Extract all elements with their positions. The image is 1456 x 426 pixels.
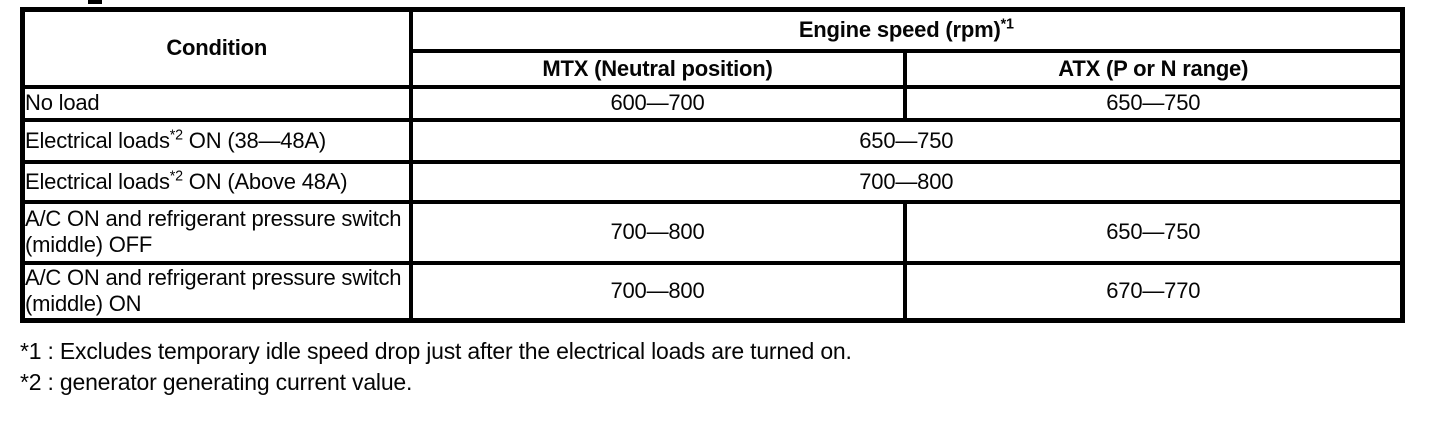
- table-row-electrical-loads-38-48: Electrical loads*2 ON (38—48A) 650—750: [20, 117, 1405, 164]
- merged-value-cell: 650—750: [408, 117, 1405, 164]
- footnote-2-ref-icon: *2: [169, 127, 183, 144]
- mtx-value-cell: 700—800: [408, 260, 907, 323]
- atx-column-header: ATX (P or N range): [902, 48, 1405, 89]
- atx-value-cell: 670—770: [902, 260, 1405, 323]
- atx-value-cell: 650—750: [902, 84, 1405, 122]
- condition-cell: Electrical loads*2 ON (38—48A): [20, 117, 413, 164]
- condition-text: ON (Above 48A): [182, 168, 348, 194]
- scan-artifact: [88, 0, 102, 4]
- condition-cell: Electrical loads*2 ON (Above 48A): [20, 159, 413, 204]
- footnote-1-ref-icon: *1: [1000, 16, 1014, 33]
- footnotes: *1 : Excludes temporary idle speed drop …: [20, 336, 852, 398]
- idle-speed-spec-table: Condition Engine speed (rpm)*1 MTX (Neut…: [20, 7, 1406, 323]
- table-row-ac-on-switch-on: A/C ON and refrigerant pressure switch (…: [20, 260, 1405, 323]
- merged-value-cell: 700—800: [408, 159, 1405, 204]
- engine-speed-header: Engine speed (rpm)*1: [408, 7, 1405, 53]
- engine-speed-label: Engine speed (rpm): [798, 17, 1001, 43]
- condition-cell: A/C ON and refrigerant pressure switch (…: [20, 199, 413, 265]
- condition-text: ON (38—48A): [182, 127, 326, 153]
- condition-column-header: Condition: [20, 7, 413, 89]
- mtx-column-header: MTX (Neutral position): [408, 48, 907, 89]
- footnote-2: *2 : generator generating current value.: [20, 369, 413, 395]
- table-row-electrical-loads-above-48: Electrical loads*2 ON (Above 48A) 700—80…: [20, 159, 1405, 204]
- condition-text: Electrical loads: [25, 127, 170, 153]
- footnote-1: *1 : Excludes temporary idle speed drop …: [20, 338, 852, 364]
- table-row-no-load: No load 600—700 650—750: [20, 84, 1405, 122]
- condition-cell: A/C ON and refrigerant pressure switch (…: [20, 260, 413, 323]
- footnote-2-ref-icon: *2: [169, 168, 183, 185]
- table-row-ac-on-switch-off: A/C ON and refrigerant pressure switch (…: [20, 199, 1405, 265]
- header-row-1: Condition Engine speed (rpm)*1: [20, 7, 1405, 89]
- mtx-value-cell: 600—700: [408, 84, 907, 122]
- mtx-value-cell: 700—800: [408, 199, 907, 265]
- atx-value-cell: 650—750: [902, 199, 1405, 265]
- condition-text: Electrical loads: [25, 168, 170, 194]
- condition-cell: No load: [20, 84, 413, 122]
- header-row-2: MTX (Neutral position) ATX (P or N range…: [23, 48, 1405, 89]
